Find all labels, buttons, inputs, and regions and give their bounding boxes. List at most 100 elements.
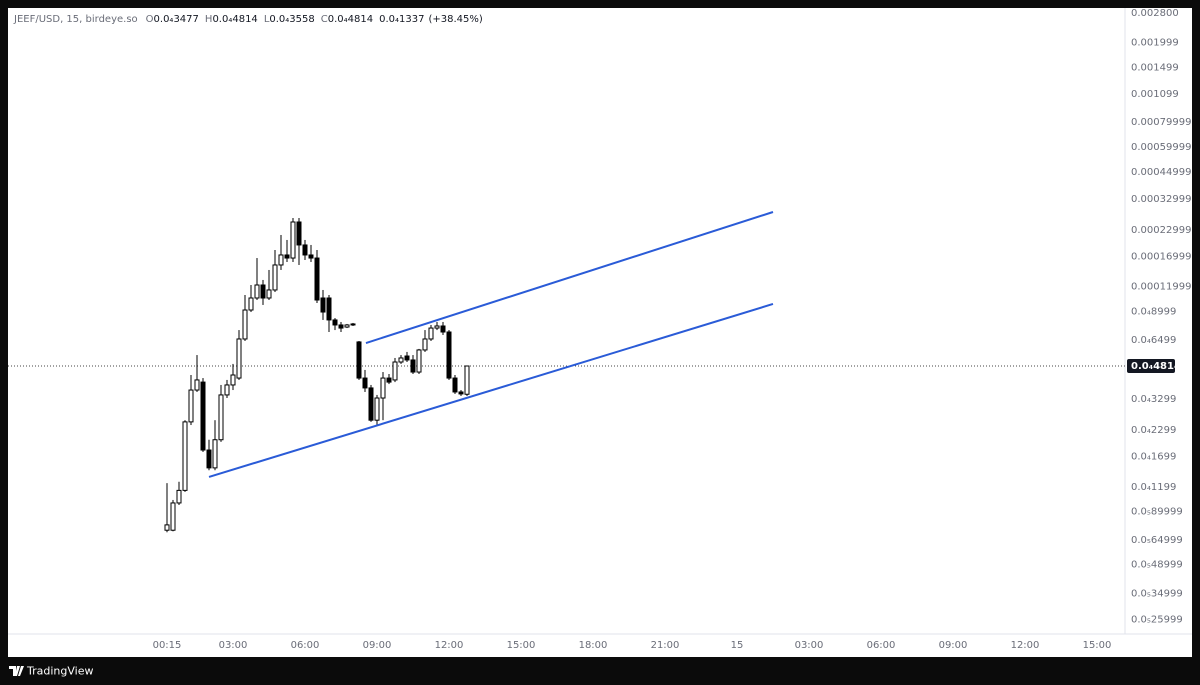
y-tick-label: 0.0₄8999 bbox=[1131, 307, 1176, 318]
x-tick-label: 12:00 bbox=[1011, 640, 1040, 651]
x-tick-label: 15:00 bbox=[507, 640, 536, 651]
candle-body bbox=[380, 377, 386, 399]
y-tick-label: 0.0₅89999 bbox=[1131, 507, 1183, 518]
change-value: 0.0₄1337 bbox=[379, 14, 424, 25]
y-tick-label: 0.0₄1199 bbox=[1131, 482, 1176, 493]
x-tick-label: 12:00 bbox=[435, 640, 464, 651]
y-tick-label: 0.0₄3299 bbox=[1131, 394, 1176, 405]
candle-body bbox=[260, 284, 266, 299]
candle-body bbox=[272, 264, 278, 291]
y-tick-label: 0.00059999 bbox=[1131, 142, 1191, 153]
candle-body bbox=[410, 359, 416, 373]
candle-body bbox=[404, 355, 410, 361]
candle-body bbox=[332, 319, 338, 326]
y-tick-label: 0.0₄6499 bbox=[1131, 335, 1176, 346]
x-tick-label: 15 bbox=[731, 640, 744, 651]
y-tick-label: 0.001499 bbox=[1131, 62, 1179, 73]
x-tick-label: 03:00 bbox=[795, 640, 824, 651]
y-tick-label: 0.00044999 bbox=[1131, 167, 1191, 178]
x-tick-label: 03:00 bbox=[219, 640, 248, 651]
x-tick-label: 18:00 bbox=[579, 640, 608, 651]
candle-body bbox=[344, 324, 350, 328]
trend-line bbox=[208, 303, 774, 478]
candle-body bbox=[338, 324, 344, 329]
candle-body bbox=[386, 377, 392, 383]
candle-body bbox=[350, 323, 356, 326]
candle-body bbox=[176, 489, 182, 504]
candle-body bbox=[326, 297, 332, 321]
y-tick-label: 0.00016999 bbox=[1131, 251, 1191, 262]
candle-body bbox=[194, 379, 200, 391]
x-tick-label: 00:15 bbox=[153, 640, 182, 651]
y-tick-label: 0.00032999 bbox=[1131, 194, 1191, 205]
ohlc-key: O bbox=[146, 14, 154, 25]
candle-body bbox=[212, 439, 218, 469]
ohlc-value: 0.0₄3558 bbox=[269, 14, 314, 25]
candle-body bbox=[170, 502, 176, 531]
candle-body bbox=[254, 284, 260, 299]
candle-body bbox=[368, 387, 374, 421]
ohlc-value: 0.0₄3477 bbox=[154, 14, 199, 25]
candle-body bbox=[164, 524, 170, 531]
x-tick-label: 09:00 bbox=[363, 640, 392, 651]
y-tick-label: 0.0₅64999 bbox=[1131, 535, 1183, 546]
candle-body bbox=[362, 377, 368, 389]
candle-body bbox=[458, 391, 464, 395]
candle-body bbox=[392, 361, 398, 381]
x-tick-label: 06:00 bbox=[291, 640, 320, 651]
candle-body bbox=[452, 377, 458, 393]
candle-body bbox=[398, 357, 404, 363]
y-tick-label: 0.0₄1699 bbox=[1131, 451, 1176, 462]
candle-body bbox=[218, 394, 224, 441]
candle-body bbox=[446, 331, 452, 379]
chart-background bbox=[8, 8, 1192, 657]
candle-body bbox=[374, 397, 380, 421]
candle-body bbox=[236, 338, 242, 379]
candle-body bbox=[416, 349, 422, 373]
candle-body bbox=[434, 325, 440, 329]
candle-body bbox=[206, 449, 212, 469]
candle-body bbox=[356, 341, 362, 379]
y-tick-label: 0.00022999 bbox=[1131, 225, 1191, 236]
brand-icon bbox=[9, 666, 24, 676]
ohlc-value: 0.0₄4814 bbox=[212, 14, 257, 25]
y-tick-label: 0.0₅48999 bbox=[1131, 559, 1183, 570]
y-tick-label: 0.0₄2299 bbox=[1131, 425, 1176, 436]
candle-body bbox=[308, 254, 314, 259]
y-tick-label: 0.001999 bbox=[1131, 37, 1179, 48]
symbol-label: JEEF/USD, 15, birdeye.so bbox=[13, 14, 138, 25]
brand-text: TradingView bbox=[26, 665, 93, 678]
last-price-tag bbox=[1127, 358, 1175, 373]
candle-body bbox=[290, 221, 296, 259]
candle-body bbox=[320, 297, 326, 313]
candle-body bbox=[182, 421, 188, 491]
candle-body bbox=[464, 365, 470, 395]
candle-body bbox=[200, 381, 206, 451]
x-tick-label: 09:00 bbox=[939, 640, 968, 651]
y-tick-label: 0.0₅34999 bbox=[1131, 589, 1183, 600]
ohlc-value: 0.0₄4814 bbox=[328, 14, 373, 25]
ohlc-key: L bbox=[264, 14, 270, 25]
y-tick-label: 0.0₅25999 bbox=[1131, 615, 1183, 626]
candle-body bbox=[440, 325, 446, 333]
candle-body bbox=[230, 374, 236, 386]
candle-body bbox=[242, 309, 248, 340]
change-percent: (+38.45%) bbox=[429, 14, 483, 25]
candle-body bbox=[296, 221, 302, 246]
x-tick-label: 21:00 bbox=[651, 640, 680, 651]
x-tick-label: 06:00 bbox=[867, 640, 896, 651]
candle-body bbox=[266, 289, 272, 299]
candle-body bbox=[284, 254, 290, 259]
last-price-label: 0.0₄4814 bbox=[1131, 361, 1181, 372]
y-tick-label: 0.00011999 bbox=[1131, 282, 1191, 293]
y-tick-label: 0.002800 bbox=[1131, 8, 1179, 19]
ohlc-key: H bbox=[205, 14, 213, 25]
y-tick-label: 0.00079999 bbox=[1131, 117, 1191, 128]
candle-body bbox=[248, 297, 254, 311]
candle-body bbox=[224, 384, 230, 396]
x-tick-label: 15:00 bbox=[1083, 640, 1112, 651]
y-tick-label: 0.001099 bbox=[1131, 89, 1179, 100]
brand-logo: TradingView bbox=[9, 665, 93, 678]
